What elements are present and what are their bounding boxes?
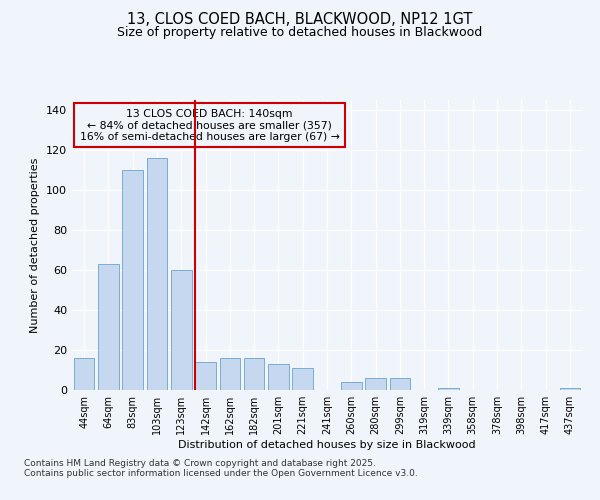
Bar: [195, 362, 216, 390]
Bar: [389, 378, 410, 390]
Bar: [74, 358, 94, 390]
Text: 13, CLOS COED BACH, BLACKWOOD, NP12 1GT: 13, CLOS COED BACH, BLACKWOOD, NP12 1GT: [127, 12, 473, 28]
Bar: [98, 264, 119, 390]
Text: Contains public sector information licensed under the Open Government Licence v3: Contains public sector information licen…: [24, 468, 418, 477]
Bar: [220, 358, 240, 390]
Bar: [341, 382, 362, 390]
X-axis label: Distribution of detached houses by size in Blackwood: Distribution of detached houses by size …: [178, 440, 476, 450]
Y-axis label: Number of detached properties: Number of detached properties: [31, 158, 40, 332]
Bar: [146, 158, 167, 390]
Text: 13 CLOS COED BACH: 140sqm
← 84% of detached houses are smaller (357)
16% of semi: 13 CLOS COED BACH: 140sqm ← 84% of detac…: [80, 108, 340, 142]
Text: Contains HM Land Registry data © Crown copyright and database right 2025.: Contains HM Land Registry data © Crown c…: [24, 458, 376, 468]
Bar: [268, 364, 289, 390]
Bar: [244, 358, 265, 390]
Bar: [122, 170, 143, 390]
Bar: [438, 388, 459, 390]
Bar: [292, 368, 313, 390]
Bar: [171, 270, 191, 390]
Text: Size of property relative to detached houses in Blackwood: Size of property relative to detached ho…: [118, 26, 482, 39]
Bar: [365, 378, 386, 390]
Bar: [560, 388, 580, 390]
